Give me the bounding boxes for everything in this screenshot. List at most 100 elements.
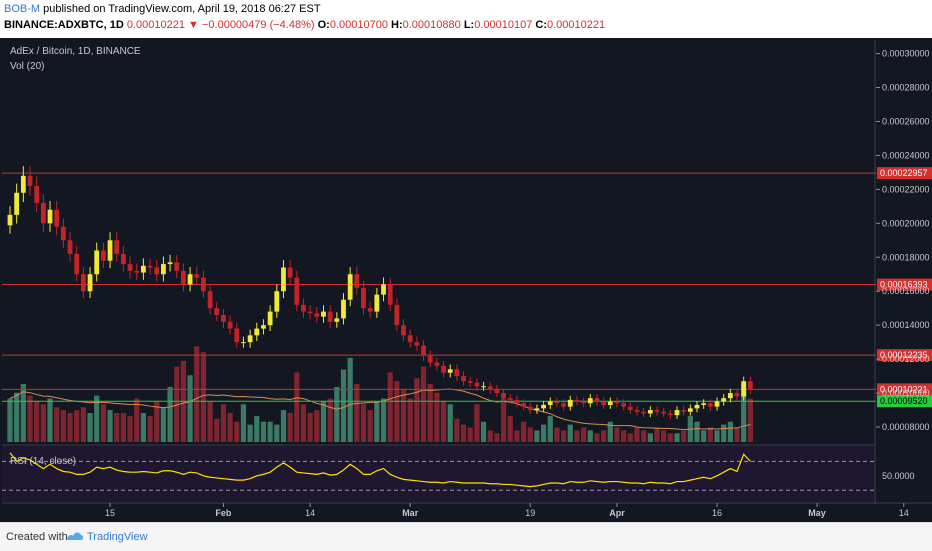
candle-body[interactable]	[707, 403, 713, 407]
candle-body[interactable]	[574, 399, 580, 402]
candle-body[interactable]	[7, 214, 13, 226]
candle-body[interactable]	[221, 314, 226, 322]
candle-body[interactable]	[421, 345, 426, 356]
candle-body[interactable]	[601, 401, 607, 405]
candle-body[interactable]	[294, 277, 300, 305]
author-link[interactable]: BOB-M	[4, 3, 41, 15]
candle-body[interactable]	[147, 265, 153, 268]
candle-body[interactable]	[721, 398, 727, 402]
candle-body[interactable]	[127, 264, 133, 271]
candle-body[interactable]	[734, 393, 740, 397]
candle-body[interactable]	[287, 267, 293, 278]
candle-body[interactable]	[594, 398, 600, 402]
candle-body[interactable]	[627, 406, 633, 411]
candle-body[interactable]	[327, 311, 333, 322]
candle-body[interactable]	[701, 403, 707, 405]
candle-body[interactable]	[234, 328, 240, 343]
candle-body[interactable]	[554, 401, 560, 404]
candle-body[interactable]	[441, 365, 446, 373]
candle-body[interactable]	[547, 401, 553, 405]
candle-body[interactable]	[614, 401, 620, 404]
candle-body[interactable]	[214, 308, 220, 315]
candle-body[interactable]	[687, 408, 693, 412]
candle-body[interactable]	[261, 325, 266, 329]
candle-body[interactable]	[54, 209, 60, 227]
candle-body[interactable]	[527, 406, 533, 411]
candle-body[interactable]	[207, 291, 213, 309]
tradingview-brand-link[interactable]: TradingView	[87, 531, 148, 543]
candle-body[interactable]	[694, 404, 700, 409]
candle-body[interactable]	[667, 413, 673, 416]
candle-body[interactable]	[274, 291, 280, 312]
candle-body[interactable]	[181, 270, 186, 285]
candle-body[interactable]	[681, 410, 687, 412]
candle-body[interactable]	[154, 267, 160, 275]
candle-body[interactable]	[587, 398, 593, 404]
candle-body[interactable]	[241, 342, 246, 344]
candle-body[interactable]	[334, 318, 340, 322]
candle-body[interactable]	[74, 253, 80, 275]
candle-body[interactable]	[501, 393, 506, 399]
candle-body[interactable]	[40, 202, 46, 224]
candle-body[interactable]	[494, 389, 500, 394]
candle-body[interactable]	[374, 294, 380, 312]
candle-body[interactable]	[114, 240, 120, 254]
candle-body[interactable]	[621, 403, 627, 407]
candle-body[interactable]	[567, 399, 573, 407]
candle-body[interactable]	[647, 410, 653, 414]
candle-body[interactable]	[654, 410, 660, 412]
candle-body[interactable]	[347, 274, 353, 300]
candle-body[interactable]	[714, 401, 720, 407]
candle-body[interactable]	[307, 311, 313, 314]
candle-body[interactable]	[354, 274, 360, 288]
candle-body[interactable]	[741, 381, 747, 397]
candle-body[interactable]	[120, 253, 126, 265]
candle-body[interactable]	[100, 250, 106, 261]
candle-body[interactable]	[514, 399, 520, 404]
candle-body[interactable]	[434, 362, 440, 366]
candle-body[interactable]	[47, 209, 53, 224]
candle-body[interactable]	[247, 335, 253, 343]
candle-body[interactable]	[581, 401, 587, 404]
candle-body[interactable]	[187, 274, 193, 285]
candle-body[interactable]	[481, 386, 486, 388]
candle-body[interactable]	[134, 270, 140, 273]
candle-body[interactable]	[401, 325, 406, 336]
candle-body[interactable]	[727, 393, 733, 399]
candle-body[interactable]	[521, 403, 526, 407]
candle-body[interactable]	[281, 267, 286, 292]
candle-body[interactable]	[141, 265, 146, 273]
candle-body[interactable]	[661, 411, 667, 414]
candle-body[interactable]	[474, 382, 480, 387]
candle-body[interactable]	[167, 262, 173, 265]
candle-body[interactable]	[14, 192, 20, 215]
candle-body[interactable]	[194, 274, 200, 278]
candle-body[interactable]	[641, 411, 647, 414]
candle-body[interactable]	[34, 185, 40, 203]
candle-body[interactable]	[407, 335, 413, 343]
candle-body[interactable]	[467, 381, 473, 383]
candle-body[interactable]	[361, 287, 366, 309]
candle-body[interactable]	[321, 311, 326, 317]
candle-body[interactable]	[427, 355, 433, 363]
candle-body[interactable]	[67, 240, 73, 254]
candle-body[interactable]	[201, 277, 206, 292]
candle-body[interactable]	[454, 369, 460, 377]
candle-body[interactable]	[507, 398, 513, 400]
candle-body[interactable]	[447, 369, 453, 373]
candle-body[interactable]	[534, 408, 540, 411]
candle-body[interactable]	[301, 304, 306, 312]
candle-body[interactable]	[341, 299, 346, 319]
candle-body[interactable]	[367, 308, 373, 312]
candle-body[interactable]	[27, 175, 33, 186]
candle-body[interactable]	[174, 262, 180, 271]
candle-body[interactable]	[381, 284, 386, 295]
candle-body[interactable]	[747, 381, 753, 390]
candle-body[interactable]	[267, 311, 273, 326]
candle-body[interactable]	[87, 274, 93, 292]
candle-body[interactable]	[634, 410, 640, 412]
candle-body[interactable]	[80, 274, 86, 292]
candle-body[interactable]	[94, 250, 100, 275]
price-chart[interactable]: 0.00022957 0.00016393 0.00012235 0.00010221…	[0, 38, 932, 522]
candle-body[interactable]	[541, 404, 546, 409]
